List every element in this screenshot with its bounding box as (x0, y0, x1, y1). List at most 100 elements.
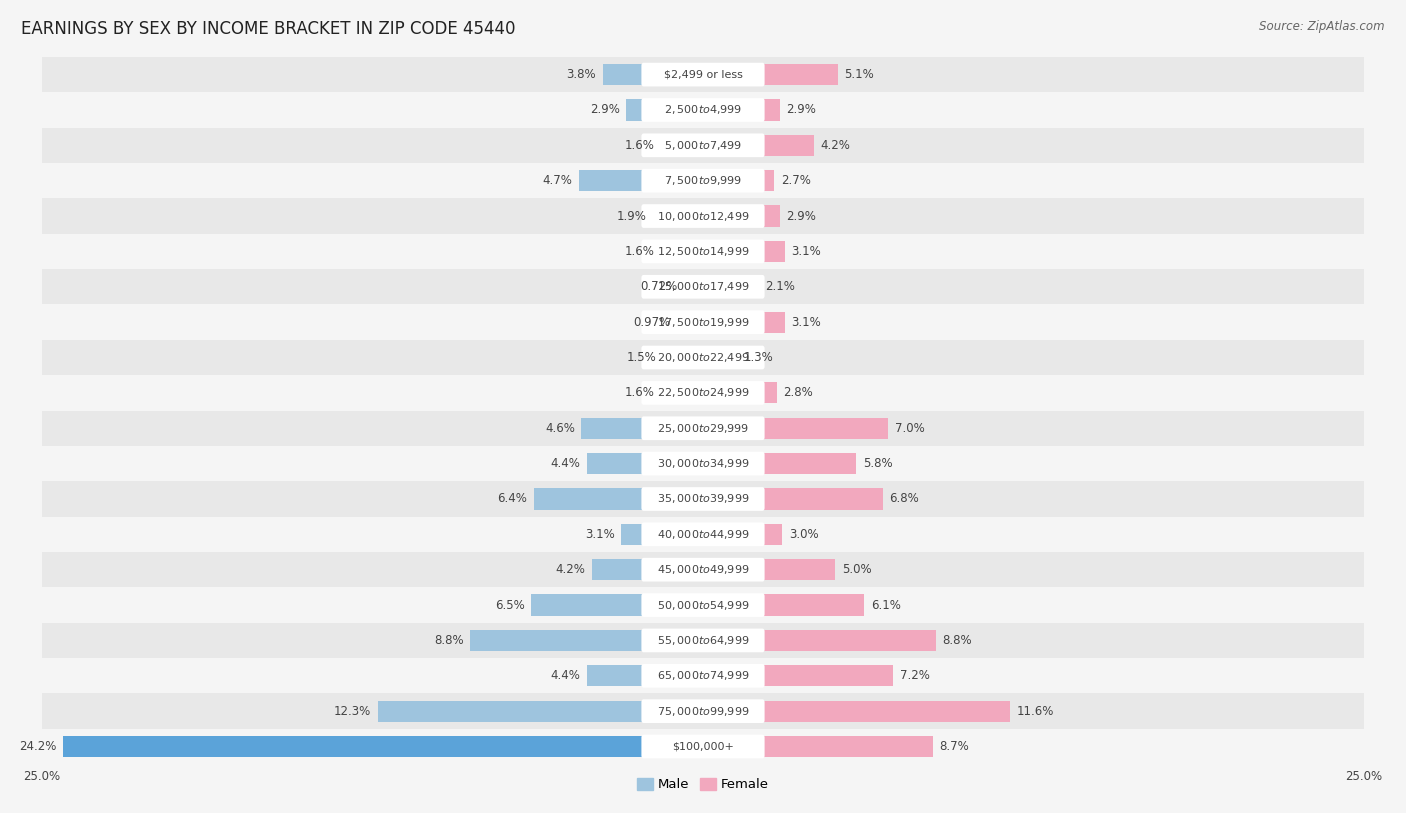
Text: $55,000 to $64,999: $55,000 to $64,999 (657, 634, 749, 647)
Bar (42, 729, 1364, 764)
Text: 3.1%: 3.1% (792, 245, 821, 258)
Text: 4.6%: 4.6% (546, 422, 575, 435)
Text: 7.2%: 7.2% (900, 669, 929, 682)
FancyBboxPatch shape (641, 558, 765, 581)
FancyBboxPatch shape (641, 346, 765, 369)
Text: 2.9%: 2.9% (786, 103, 815, 116)
FancyBboxPatch shape (641, 735, 765, 759)
Text: $40,000 to $44,999: $40,000 to $44,999 (657, 528, 749, 541)
Text: 2.9%: 2.9% (786, 210, 815, 223)
Bar (703, 524, 782, 545)
FancyBboxPatch shape (641, 275, 765, 298)
Bar (703, 382, 778, 403)
Bar (621, 524, 703, 545)
Bar (703, 701, 1010, 722)
Text: 7.0%: 7.0% (894, 422, 924, 435)
Bar (703, 64, 838, 85)
Bar (703, 630, 935, 651)
Text: $10,000 to $12,499: $10,000 to $12,499 (657, 210, 749, 223)
Bar (703, 170, 775, 191)
Bar (42, 693, 1364, 729)
Text: 4.2%: 4.2% (555, 563, 585, 576)
Text: 1.6%: 1.6% (624, 139, 654, 152)
Bar (703, 559, 835, 580)
Bar (42, 128, 1364, 163)
FancyBboxPatch shape (641, 593, 765, 617)
Bar (703, 453, 856, 474)
Bar (582, 418, 703, 439)
Bar (42, 552, 1364, 587)
Text: 1.5%: 1.5% (627, 351, 657, 364)
Bar (42, 57, 1364, 92)
FancyBboxPatch shape (641, 240, 765, 263)
Text: 2.9%: 2.9% (591, 103, 620, 116)
Bar (42, 623, 1364, 658)
Bar (42, 198, 1364, 233)
FancyBboxPatch shape (641, 628, 765, 652)
Bar (664, 347, 703, 368)
Bar (42, 659, 1364, 693)
Text: 4.2%: 4.2% (821, 139, 851, 152)
Bar (703, 99, 780, 120)
Bar (703, 594, 865, 615)
Bar (703, 347, 737, 368)
Text: 6.1%: 6.1% (870, 598, 901, 611)
Bar (42, 269, 1364, 304)
FancyBboxPatch shape (641, 416, 765, 440)
FancyBboxPatch shape (641, 523, 765, 546)
Text: $17,500 to $19,999: $17,500 to $19,999 (657, 315, 749, 328)
Bar (579, 170, 703, 191)
Bar (471, 630, 703, 651)
Text: 0.97%: 0.97% (634, 315, 671, 328)
Text: 3.1%: 3.1% (585, 528, 614, 541)
FancyBboxPatch shape (641, 311, 765, 334)
Text: 2.8%: 2.8% (783, 386, 813, 399)
Bar (42, 587, 1364, 623)
Bar (534, 489, 703, 510)
Bar (42, 446, 1364, 481)
FancyBboxPatch shape (641, 169, 765, 193)
Text: $20,000 to $22,499: $20,000 to $22,499 (657, 351, 749, 364)
Bar (626, 99, 703, 120)
FancyBboxPatch shape (641, 452, 765, 476)
Bar (42, 163, 1364, 198)
Text: EARNINGS BY SEX BY INCOME BRACKET IN ZIP CODE 45440: EARNINGS BY SEX BY INCOME BRACKET IN ZIP… (21, 20, 516, 38)
Text: 8.8%: 8.8% (942, 634, 972, 647)
Text: 1.6%: 1.6% (624, 245, 654, 258)
Text: $65,000 to $74,999: $65,000 to $74,999 (657, 669, 749, 682)
Text: 4.7%: 4.7% (543, 174, 572, 187)
Text: 3.0%: 3.0% (789, 528, 818, 541)
Bar (42, 411, 1364, 446)
Text: 6.8%: 6.8% (890, 493, 920, 506)
Bar (703, 736, 934, 757)
Text: 6.4%: 6.4% (498, 493, 527, 506)
FancyBboxPatch shape (641, 204, 765, 228)
Text: 2.7%: 2.7% (780, 174, 811, 187)
Bar (42, 517, 1364, 552)
FancyBboxPatch shape (641, 98, 765, 122)
Bar (678, 311, 703, 333)
Text: $30,000 to $34,999: $30,000 to $34,999 (657, 457, 749, 470)
Text: $100,000+: $100,000+ (672, 741, 734, 751)
Text: 1.9%: 1.9% (616, 210, 647, 223)
FancyBboxPatch shape (641, 664, 765, 688)
Bar (703, 206, 780, 227)
Text: $5,000 to $7,499: $5,000 to $7,499 (664, 139, 742, 152)
Bar (703, 135, 814, 156)
Bar (703, 665, 893, 686)
Text: $15,000 to $17,499: $15,000 to $17,499 (657, 280, 749, 293)
Bar (531, 594, 703, 615)
Bar (586, 453, 703, 474)
FancyBboxPatch shape (641, 381, 765, 405)
Text: 3.8%: 3.8% (567, 68, 596, 81)
Text: 2.1%: 2.1% (765, 280, 794, 293)
Text: $2,500 to $4,999: $2,500 to $4,999 (664, 103, 742, 116)
Bar (683, 276, 703, 298)
Text: 24.2%: 24.2% (20, 740, 56, 753)
Text: $25,000 to $29,999: $25,000 to $29,999 (657, 422, 749, 435)
Text: Source: ZipAtlas.com: Source: ZipAtlas.com (1260, 20, 1385, 33)
Bar (703, 276, 758, 298)
Bar (63, 736, 703, 757)
Bar (661, 382, 703, 403)
Text: 12.3%: 12.3% (335, 705, 371, 718)
